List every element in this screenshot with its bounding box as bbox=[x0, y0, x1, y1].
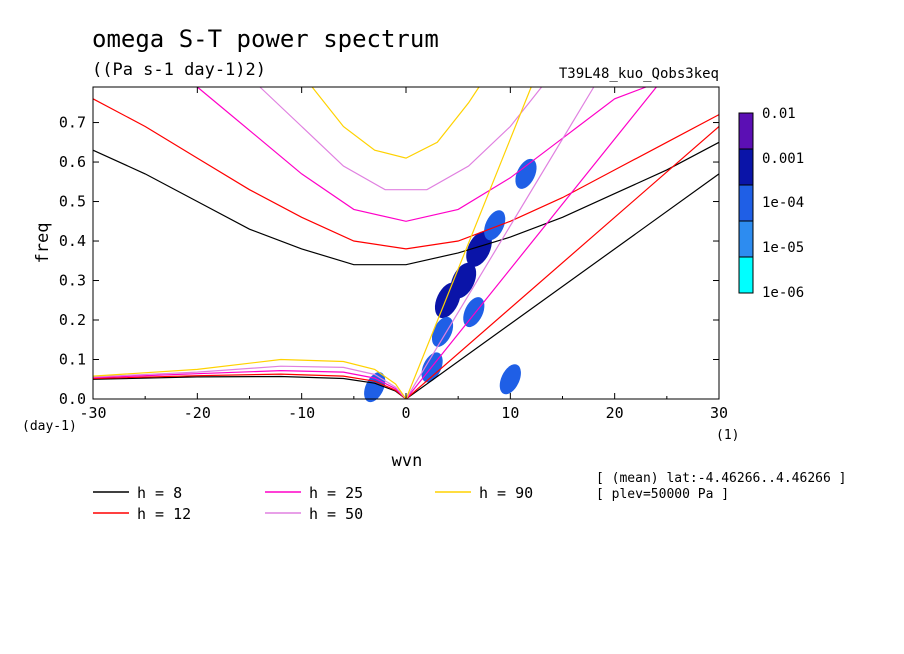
y-tick-label-0: 0.0 bbox=[59, 390, 86, 408]
legend-label-2: h = 90 bbox=[479, 484, 533, 502]
y-tick-label-6: 0.6 bbox=[59, 153, 86, 171]
power-blob-8 bbox=[364, 372, 386, 403]
series-line-10 bbox=[92, 375, 407, 400]
series-line-11 bbox=[92, 373, 407, 400]
series-line-4 bbox=[311, 86, 480, 159]
colorbar-label-0: 0.01 bbox=[762, 106, 796, 122]
series-line-12 bbox=[92, 369, 407, 400]
power-blob-3 bbox=[484, 210, 506, 241]
power-blob-9 bbox=[499, 364, 521, 395]
power-blob-6 bbox=[463, 297, 485, 328]
plot-frame bbox=[92, 86, 720, 400]
colorbar-segment-4 bbox=[738, 256, 754, 294]
run-label: T39L48_kuo_Qobs3keq bbox=[559, 66, 719, 82]
legend: h = 8 h = 25 h = 90 h = 12 h = 50 bbox=[93, 484, 533, 523]
legend-label-3: h = 12 bbox=[137, 505, 191, 523]
dispersion-curves bbox=[92, 86, 720, 400]
series-line-14 bbox=[92, 358, 407, 400]
y-axis-label: freq bbox=[33, 223, 53, 264]
colorbar-label-2: 1e-04 bbox=[762, 195, 804, 211]
x-tick-label-0: -30 bbox=[79, 404, 106, 422]
x-tick-label-4: 10 bbox=[501, 404, 519, 422]
y-tick-label-1: 0.1 bbox=[59, 351, 86, 369]
annotation-plev: [ plev=50000 Pa ] bbox=[596, 487, 729, 502]
series-line-2 bbox=[196, 86, 647, 222]
series-line-13 bbox=[92, 365, 407, 400]
series-line-8 bbox=[405, 86, 595, 400]
colorbar-label-1: 0.001 bbox=[762, 151, 804, 167]
power-contours bbox=[364, 158, 537, 403]
x-tick-label-6: 30 bbox=[710, 404, 728, 422]
colorbar-segment-1 bbox=[738, 148, 754, 186]
y-tick-label-3: 0.3 bbox=[59, 272, 86, 290]
series-line-9 bbox=[405, 86, 532, 400]
axis-ticks: -30 -20 -10 0 10 20 30 0.0 0.1 0.2 0.3 0.4 0.5 0.6 0.7 bbox=[59, 87, 728, 422]
colorbar: 0.01 0.001 1e-04 1e-05 1e-06 bbox=[738, 106, 804, 301]
colorbar-label-3: 1e-05 bbox=[762, 240, 804, 256]
legend-label-4: h = 50 bbox=[309, 505, 363, 523]
y-tick-label-4: 0.4 bbox=[59, 232, 86, 250]
annotation-lat: [ (mean) lat:-4.46266..4.46266 ] bbox=[596, 471, 846, 486]
legend-label-1: h = 25 bbox=[309, 484, 363, 502]
x-tick-label-2: -10 bbox=[288, 404, 315, 422]
y-tick-label-7: 0.7 bbox=[59, 114, 86, 132]
x-tick-label-3: 0 bbox=[401, 404, 410, 422]
chart-title: omega S-T power spectrum bbox=[92, 25, 439, 53]
series-line-0 bbox=[92, 141, 720, 266]
legend-label-0: h = 8 bbox=[137, 484, 182, 502]
colorbar-label-4: 1e-06 bbox=[762, 285, 804, 301]
series-line-5 bbox=[405, 173, 720, 400]
y-axis-unit: (day-1) bbox=[22, 419, 77, 434]
series-line-6 bbox=[405, 126, 720, 400]
y-tick-label-2: 0.2 bbox=[59, 311, 86, 329]
power-blob-5 bbox=[431, 316, 454, 347]
series-line-3 bbox=[259, 86, 543, 191]
series-line-7 bbox=[405, 86, 657, 400]
colorbar-segment-2 bbox=[738, 184, 754, 222]
chart-units: ((Pa s-1 day-1)2) bbox=[92, 60, 266, 80]
y-tick-label-5: 0.5 bbox=[59, 193, 86, 211]
power-blob-2 bbox=[466, 231, 492, 267]
x-tick-label-5: 20 bbox=[606, 404, 624, 422]
series-line-1 bbox=[92, 98, 720, 250]
colorbar-segment-3 bbox=[738, 220, 754, 258]
x-axis-label: wvn bbox=[392, 451, 423, 471]
x-axis-unit: (1) bbox=[716, 428, 739, 443]
power-blob-4 bbox=[515, 158, 537, 189]
x-tick-label-1: -20 bbox=[184, 404, 211, 422]
colorbar-segment-0 bbox=[738, 112, 754, 150]
